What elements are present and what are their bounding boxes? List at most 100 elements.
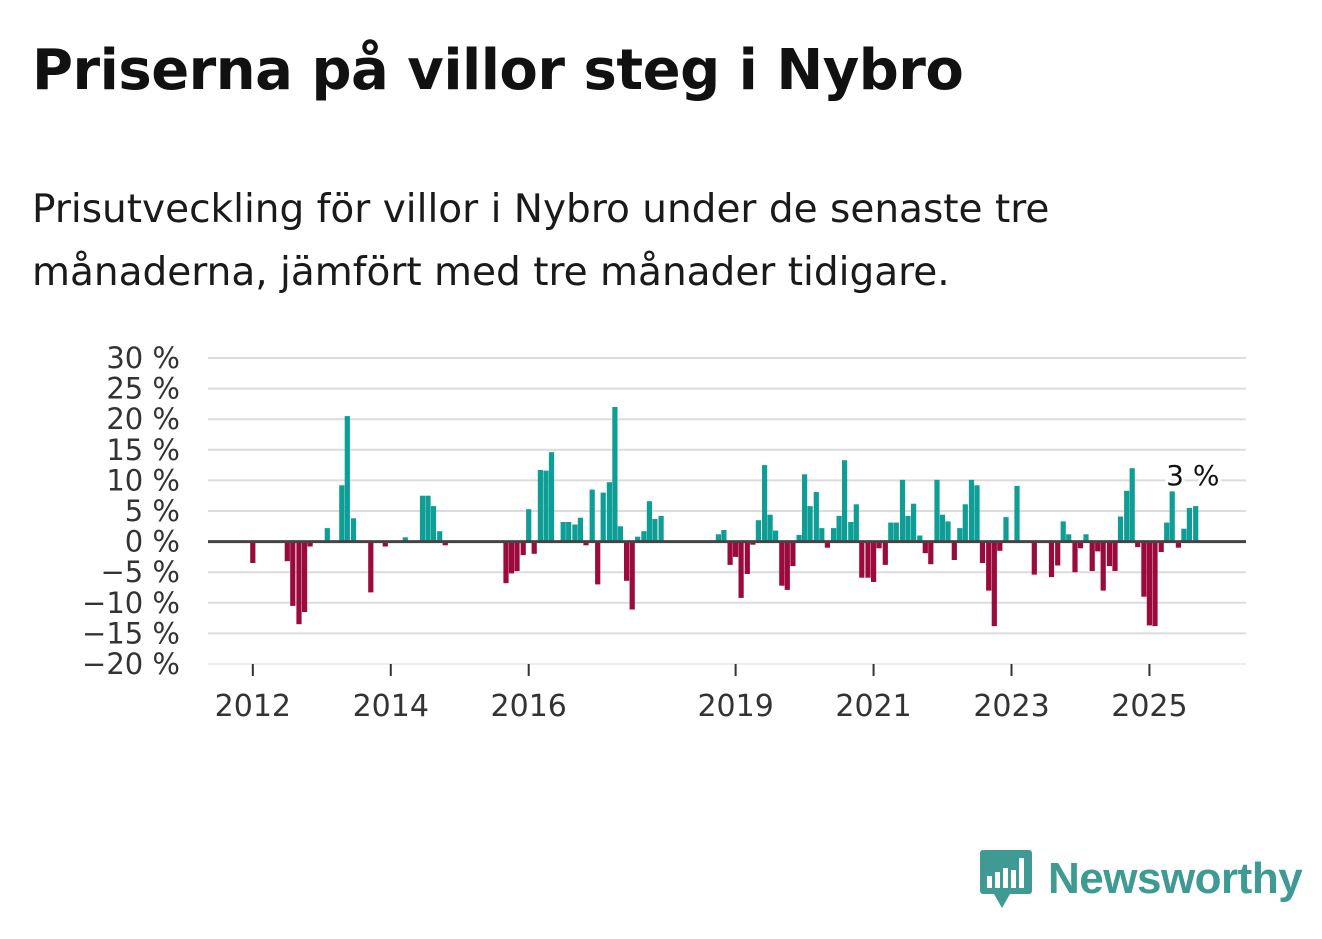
bar — [865, 541, 871, 578]
bar — [1089, 541, 1095, 571]
bar — [767, 514, 773, 542]
bar — [813, 492, 819, 542]
bar — [979, 541, 986, 563]
bar — [1003, 517, 1009, 542]
bar — [537, 470, 543, 542]
bar — [842, 460, 848, 542]
bar — [755, 520, 761, 542]
bar — [882, 541, 888, 565]
bar — [646, 501, 652, 542]
bar — [1175, 541, 1181, 548]
bar — [928, 541, 934, 565]
bar — [402, 537, 408, 542]
bar — [339, 485, 345, 542]
bar — [548, 452, 555, 542]
bar — [1083, 534, 1089, 542]
bar — [997, 541, 1003, 551]
bar — [442, 541, 448, 546]
bar — [344, 416, 350, 542]
annotations: 3 % — [1163, 456, 1222, 495]
bar — [939, 514, 946, 542]
y-tick-label: −15 % — [82, 616, 180, 650]
bar — [577, 517, 583, 542]
bar — [738, 541, 744, 598]
bar — [934, 479, 940, 542]
bar — [1135, 541, 1141, 548]
bar — [572, 524, 578, 542]
bar — [750, 541, 756, 545]
x-tick-label: 2025 — [1111, 689, 1187, 724]
bar — [583, 541, 589, 546]
bar — [762, 465, 768, 542]
bar — [1152, 541, 1158, 627]
x-tick-label: 2023 — [973, 689, 1049, 724]
bar — [1186, 507, 1192, 542]
bar — [600, 492, 606, 542]
bar — [986, 541, 992, 591]
bar — [606, 482, 612, 542]
bar — [1164, 522, 1170, 542]
newsworthy-logo[interactable]: Newsworthy — [980, 850, 1303, 908]
bar — [911, 503, 917, 542]
bar — [917, 535, 923, 542]
bar — [951, 541, 957, 560]
bar — [853, 504, 859, 542]
bar — [566, 522, 572, 542]
bar — [1077, 541, 1084, 549]
bar — [1100, 541, 1106, 591]
bar — [721, 530, 727, 542]
bar — [1141, 541, 1147, 597]
bar — [543, 470, 549, 542]
x-tick-label: 2016 — [491, 689, 567, 724]
bar — [284, 541, 290, 562]
bar — [437, 531, 443, 542]
bar — [796, 534, 802, 542]
bar — [962, 504, 968, 542]
bar — [727, 541, 733, 565]
bar — [425, 495, 431, 542]
bar — [1124, 490, 1130, 542]
y-tick-label: 15 % — [106, 433, 180, 467]
bar — [368, 541, 374, 593]
bar — [773, 530, 779, 542]
bar — [290, 541, 296, 606]
bar — [526, 509, 532, 542]
bar — [790, 541, 796, 567]
bar — [531, 541, 537, 554]
bar — [641, 531, 647, 542]
bar — [1048, 541, 1055, 578]
bar — [560, 522, 566, 542]
x-axis-ticks: 2012 2014 2016 2019 2021 2023 2025 — [215, 664, 1188, 724]
bar — [974, 485, 980, 542]
bar — [807, 506, 813, 542]
y-tick-label: 10 % — [106, 463, 180, 497]
x-tick-label: 2019 — [697, 689, 773, 724]
bar — [514, 541, 520, 571]
bar — [1129, 468, 1135, 542]
bar — [1014, 485, 1020, 542]
bar — [635, 536, 641, 542]
bar — [307, 541, 313, 547]
bar — [1031, 541, 1037, 575]
bar — [1060, 521, 1066, 542]
bar — [836, 515, 842, 542]
bar — [612, 407, 618, 542]
bar — [819, 528, 825, 542]
bar — [1117, 516, 1124, 542]
bar — [802, 474, 808, 542]
bar — [1055, 541, 1061, 566]
bar — [520, 541, 526, 556]
grid-lines — [208, 357, 1246, 665]
bar — [382, 541, 388, 547]
bar — [595, 541, 601, 585]
bar — [893, 522, 899, 542]
bar — [831, 528, 837, 542]
bar — [296, 541, 302, 625]
y-tick-label: −20 % — [82, 647, 180, 681]
bars — [250, 407, 1199, 627]
bar — [876, 541, 882, 549]
bar — [624, 541, 630, 581]
newsworthy-logo-text: Newsworthy — [1048, 854, 1303, 903]
bar — [1066, 534, 1072, 542]
bar — [888, 522, 894, 542]
